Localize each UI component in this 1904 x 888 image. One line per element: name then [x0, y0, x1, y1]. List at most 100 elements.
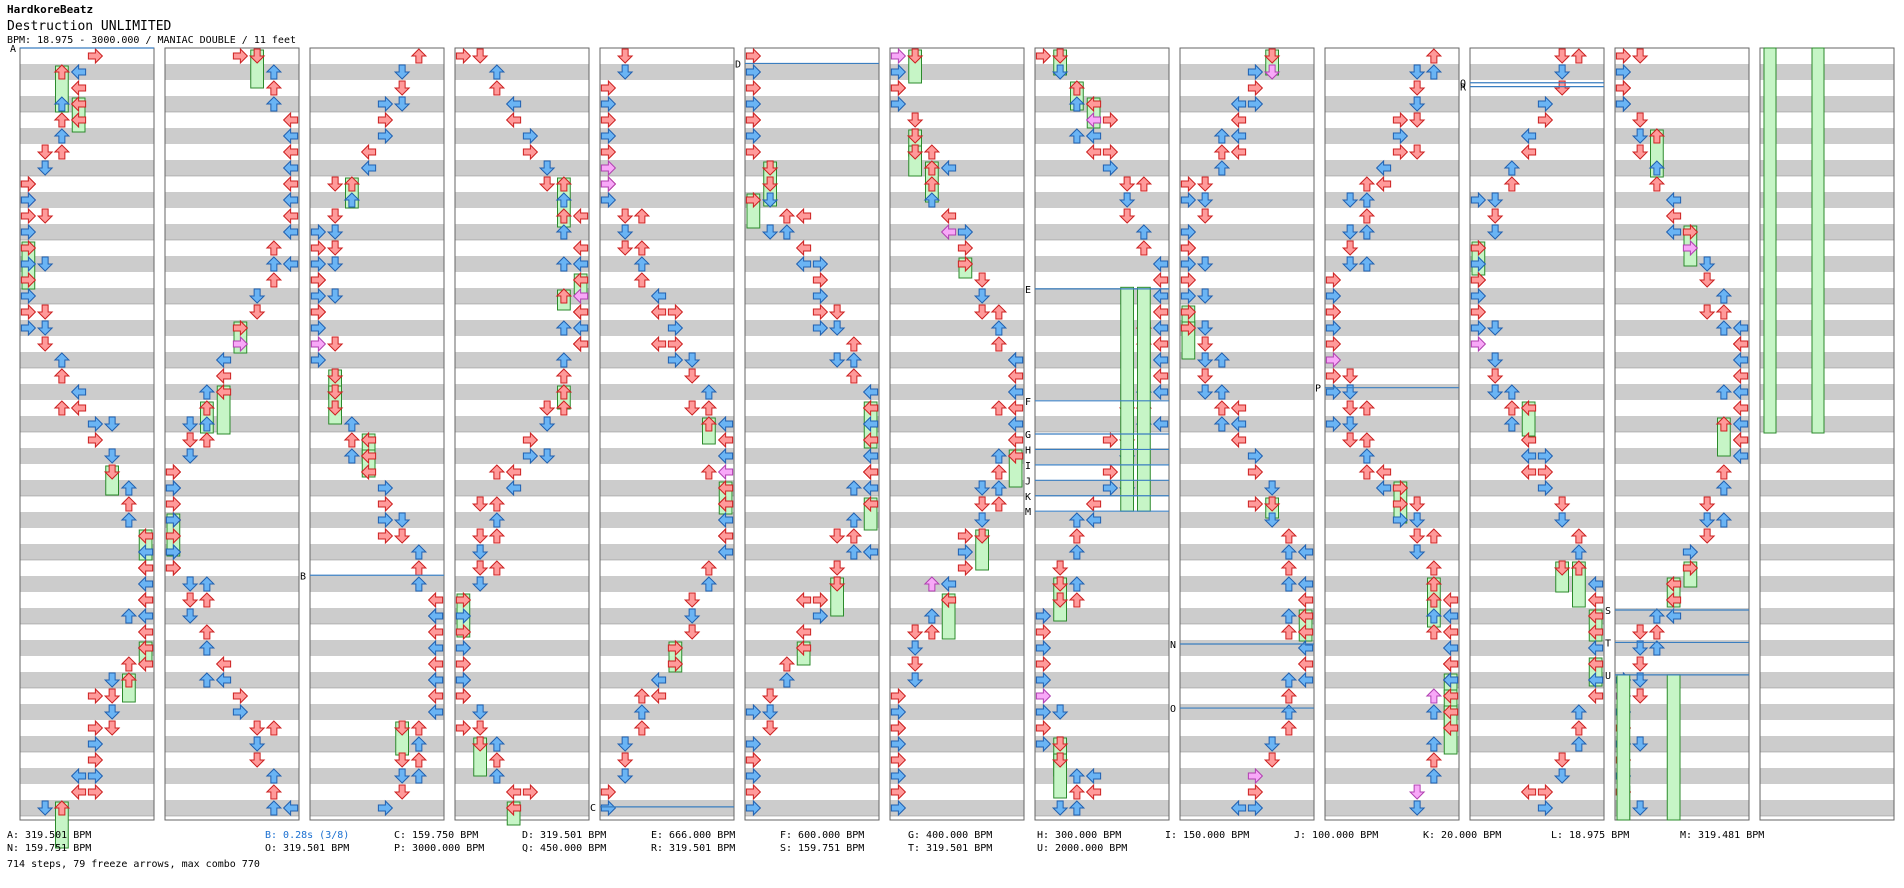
step-arrow — [1470, 303, 1487, 321]
step-arrow — [1570, 48, 1588, 64]
beat-stripe — [1470, 640, 1604, 656]
beat-stripe — [745, 128, 879, 144]
step-arrow — [265, 784, 283, 800]
step-arrow — [248, 288, 266, 304]
bpm-marker-label: T — [1605, 638, 1611, 649]
beat-stripe — [600, 224, 734, 240]
step-arrow — [1631, 672, 1649, 688]
beat-stripe — [745, 352, 879, 368]
freeze-arrow — [1666, 674, 1681, 821]
bpm-marker-label: G — [1025, 430, 1031, 441]
beat-stripe — [890, 128, 1024, 144]
step-arrow — [700, 576, 718, 592]
step-arrow — [1213, 352, 1231, 368]
beat-stripe — [1760, 96, 1894, 112]
chart-column — [309, 47, 445, 821]
beat-stripe — [1035, 128, 1169, 144]
step-arrow — [1648, 176, 1666, 192]
beat-stripe — [455, 416, 589, 432]
beat-stripe — [310, 96, 444, 112]
step-arrow — [572, 287, 589, 305]
step-arrow — [87, 415, 104, 433]
step-arrow — [1180, 303, 1197, 321]
bpm-marker-label: Q — [1460, 79, 1466, 90]
beat-stripe — [20, 512, 154, 528]
step-arrow — [1007, 447, 1024, 465]
beat-stripe — [1035, 160, 1169, 176]
step-arrow — [20, 191, 37, 209]
bpm-legend-item: I: 150.000 BPM — [1165, 830, 1250, 841]
step-arrow — [360, 159, 377, 177]
step-arrow — [1263, 752, 1281, 768]
step-arrow — [1068, 544, 1086, 560]
step-arrow — [1358, 432, 1376, 448]
column-border — [1179, 47, 1315, 821]
beat-stripe — [1035, 416, 1169, 432]
step-arrow — [1470, 271, 1487, 289]
step-arrow — [36, 160, 54, 176]
step-arrow — [1698, 256, 1716, 272]
beat-stripe — [165, 544, 299, 560]
step-arrow — [600, 783, 617, 801]
step-arrow — [1051, 704, 1069, 720]
step-arrow — [410, 752, 428, 768]
step-arrow — [1213, 400, 1231, 416]
step-arrow — [761, 720, 779, 736]
step-arrow — [795, 207, 812, 225]
step-arrow — [1085, 495, 1102, 513]
chart-column — [454, 47, 590, 826]
step-arrow — [1425, 704, 1443, 720]
step-arrow — [1297, 575, 1314, 593]
step-arrow — [795, 623, 812, 641]
step-arrow — [1358, 464, 1376, 480]
step-arrow — [1280, 688, 1298, 704]
beat-stripe — [600, 352, 734, 368]
step-arrow — [795, 639, 812, 657]
step-arrow — [165, 543, 182, 561]
step-arrow — [1358, 256, 1376, 272]
step-arrow — [923, 176, 941, 192]
step-arrow — [1425, 608, 1443, 624]
step-arrow — [745, 127, 762, 145]
step-arrow — [1615, 95, 1632, 113]
step-arrow — [1520, 447, 1537, 465]
step-arrow — [890, 751, 907, 769]
step-arrow — [70, 63, 87, 81]
step-arrow — [120, 480, 138, 496]
step-arrow — [165, 527, 182, 545]
beat-stripe — [1615, 576, 1749, 592]
step-arrow — [1213, 160, 1231, 176]
step-arrow — [1325, 319, 1342, 337]
step-arrow — [973, 496, 991, 512]
step-arrow — [410, 48, 428, 64]
step-arrow — [616, 768, 634, 784]
step-arrow — [1118, 176, 1136, 192]
beat-stripe — [20, 352, 154, 368]
beat-stripe — [455, 768, 589, 784]
column-border — [454, 47, 590, 821]
beat-stripe — [1615, 288, 1749, 304]
beat-stripe — [890, 416, 1024, 432]
beat-stripe — [1180, 544, 1314, 560]
step-arrow — [1682, 543, 1699, 561]
beat-stripe — [1180, 608, 1314, 624]
step-arrow — [1408, 784, 1426, 800]
step-arrow — [248, 48, 266, 64]
column-border — [309, 47, 445, 821]
beat-stripe — [1180, 320, 1314, 336]
step-arrow — [745, 735, 762, 753]
step-arrow — [1408, 80, 1426, 96]
step-arrow — [940, 575, 957, 593]
beat-stripe — [20, 672, 154, 688]
step-arrow — [393, 768, 411, 784]
step-arrow — [778, 656, 796, 672]
step-arrow — [862, 543, 879, 561]
beat-stripe — [1325, 256, 1459, 272]
step-arrow — [53, 144, 71, 160]
beat-stripe — [1180, 192, 1314, 208]
step-arrow — [1035, 687, 1052, 705]
step-arrow — [1375, 463, 1392, 481]
beat-stripe — [165, 416, 299, 432]
step-arrow — [1341, 432, 1359, 448]
